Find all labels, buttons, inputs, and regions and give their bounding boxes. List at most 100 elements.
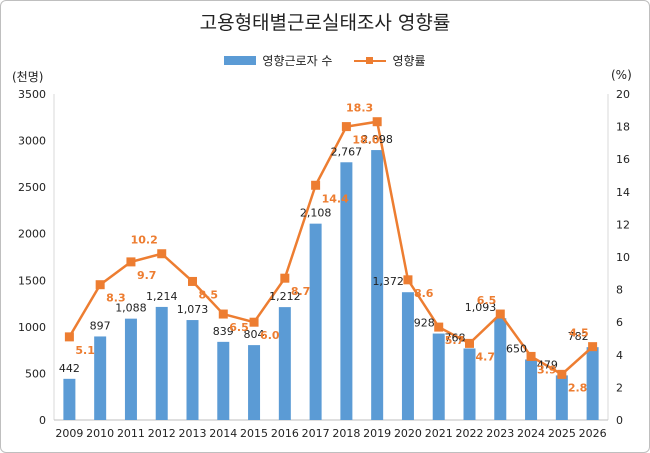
x-tick-label: 2022 xyxy=(456,427,484,440)
bar-value-label: 1,093 xyxy=(465,301,497,314)
rate-value-label: 8.7 xyxy=(291,285,311,298)
right-y-tick-label: 6 xyxy=(616,316,623,329)
rate-marker xyxy=(465,338,474,348)
x-tick-label: 2014 xyxy=(209,427,237,440)
left-y-tick-label: 3000 xyxy=(18,135,46,148)
rate-marker xyxy=(495,309,505,319)
x-tick-label: 2013 xyxy=(179,427,207,440)
rate-marker xyxy=(157,249,167,259)
bar xyxy=(278,307,291,420)
bar-value-label: 479 xyxy=(537,358,558,371)
x-tick-label: 2019 xyxy=(363,427,391,440)
left-y-tick-label: 3500 xyxy=(18,88,46,101)
bar xyxy=(124,318,137,420)
bar-value-label: 782 xyxy=(568,330,589,343)
rate-value-label: 6.5 xyxy=(477,294,497,307)
x-tick-label: 2025 xyxy=(548,427,576,440)
legend-line-swatch xyxy=(354,56,387,65)
rate-value-label: 2.8 xyxy=(568,381,588,394)
legend-item-line: 영향률 xyxy=(354,52,426,69)
bar xyxy=(248,345,261,420)
rate-marker xyxy=(403,275,413,285)
bar-value-label: 442 xyxy=(59,362,80,375)
bar-value-label: 1,073 xyxy=(177,303,209,316)
x-tick-label: 2016 xyxy=(271,427,299,440)
rate-marker xyxy=(372,117,382,127)
rate-value-label: 14.4 xyxy=(322,192,349,205)
bar xyxy=(371,150,384,420)
right-y-tick-label: 4 xyxy=(616,349,623,362)
rate-marker xyxy=(311,180,321,190)
right-y-tick-label: 14 xyxy=(616,186,630,199)
rate-value-label: 6.5 xyxy=(229,321,249,334)
rate-value-label: 18.3 xyxy=(346,102,373,115)
right-y-tick-label: 18 xyxy=(616,121,630,134)
bar xyxy=(94,336,107,420)
left-y-tick-label: 2000 xyxy=(18,228,46,241)
x-tick-label: 2021 xyxy=(425,427,453,440)
bar xyxy=(463,348,476,420)
bar-value-label: 2,767 xyxy=(331,145,363,158)
right-axis-unit: (%) xyxy=(611,68,632,82)
bar-value-label: 768 xyxy=(445,331,466,344)
rate-marker xyxy=(341,122,351,132)
left-y-tick-label: 0 xyxy=(39,414,46,427)
x-tick-label: 2009 xyxy=(55,427,83,440)
rate-value-label: 8.3 xyxy=(106,292,126,305)
rate-value-label: 10.2 xyxy=(131,234,158,247)
bar-value-label: 2,898 xyxy=(361,133,393,146)
rate-value-label: 8.5 xyxy=(199,288,219,301)
x-tick-label: 2015 xyxy=(240,427,268,440)
left-axis-unit: (천명) xyxy=(12,70,44,84)
x-tick-label: 2010 xyxy=(86,427,114,440)
bar-value-label: 928 xyxy=(414,317,435,330)
rate-line xyxy=(68,120,594,376)
bar xyxy=(340,162,353,420)
bar-value-label: 650 xyxy=(506,342,527,355)
rate-value-label: 4.5 xyxy=(569,327,589,340)
legend-item-bar: 영향근로자 수 xyxy=(224,52,332,69)
rate-marker xyxy=(188,276,197,286)
bar xyxy=(186,320,199,420)
rate-marker xyxy=(249,317,259,327)
left-y-tick-label: 1000 xyxy=(18,321,46,334)
x-tick-label: 2018 xyxy=(332,427,360,440)
x-tick-label: 2012 xyxy=(148,427,176,440)
rate-marker xyxy=(95,280,105,290)
bar-value-label: 1,214 xyxy=(146,290,178,303)
x-tick-label: 2023 xyxy=(486,427,514,440)
bar xyxy=(217,341,230,420)
chart-legend: 영향근로자 수 영향률 xyxy=(0,52,650,69)
bar xyxy=(309,223,322,420)
right-y-tick-label: 20 xyxy=(616,88,630,101)
x-tick-label: 2024 xyxy=(517,427,545,440)
chart-title: 고용형태별근로실태조사 영향률 xyxy=(199,12,451,34)
legend-line-label: 영향률 xyxy=(392,54,426,68)
x-tick-label: 2020 xyxy=(394,427,422,440)
left-y-tick-label: 500 xyxy=(25,367,46,380)
bar-value-label: 2,108 xyxy=(300,207,332,220)
x-tick-label: 2011 xyxy=(117,427,145,440)
rate-value-label: 6.0 xyxy=(260,329,280,342)
bar-value-label: 1,088 xyxy=(115,302,147,315)
left-y-tick-label: 1500 xyxy=(18,274,46,287)
legend-bar-label: 영향근로자 수 xyxy=(262,54,333,68)
rate-value-label: 8.6 xyxy=(414,287,434,300)
bar xyxy=(494,318,507,420)
bar xyxy=(401,292,414,420)
rate-value-label: 5.1 xyxy=(75,344,95,357)
rate-marker xyxy=(557,369,567,379)
bar xyxy=(432,333,445,420)
bar xyxy=(155,306,168,420)
bar-value-label: 1,212 xyxy=(269,290,301,303)
rate-value-label: 5.7 xyxy=(445,334,465,347)
bar xyxy=(63,378,76,420)
bar-value-label: 897 xyxy=(90,319,111,332)
rate-value-label: 4.7 xyxy=(476,350,496,363)
bar-value-label: 839 xyxy=(213,325,234,338)
right-y-tick-label: 8 xyxy=(616,284,623,297)
rate-value-label: 18.0 xyxy=(352,134,379,147)
rate-value-label: 9.7 xyxy=(137,269,157,282)
bar-value-label: 804 xyxy=(244,328,265,341)
